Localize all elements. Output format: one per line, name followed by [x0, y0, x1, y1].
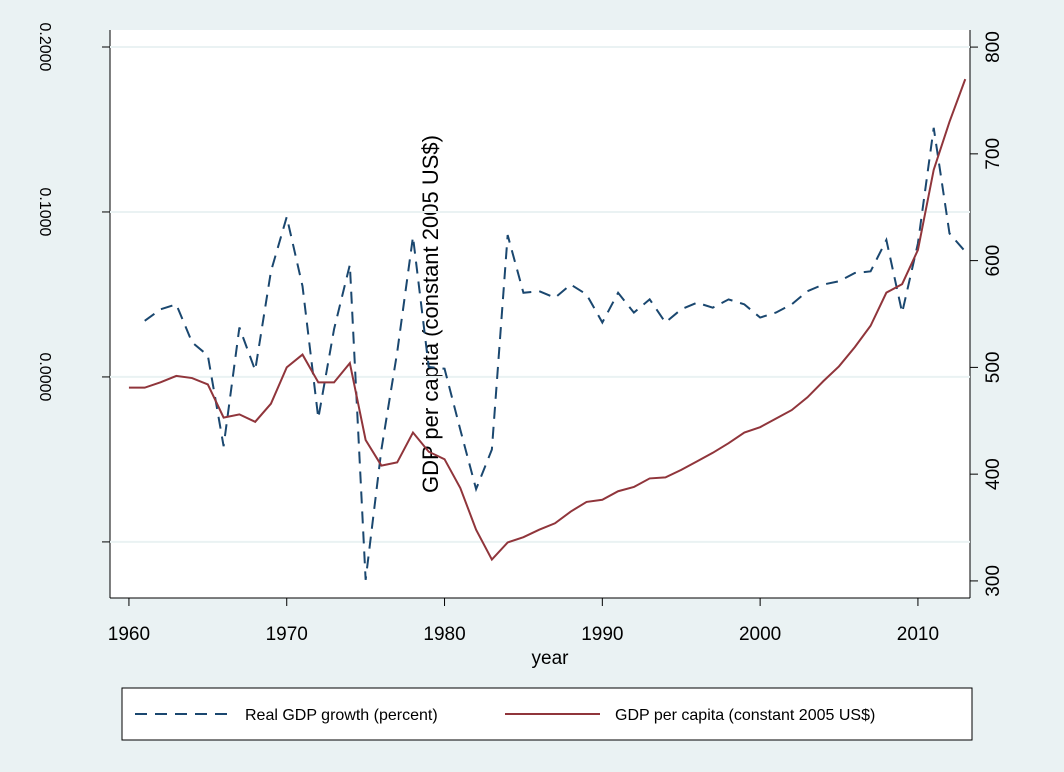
y2-tick-label: 500: [983, 352, 1004, 384]
y2-tick-label: 700: [983, 138, 1004, 170]
plot-area: [110, 30, 970, 598]
legend-label: Real GDP growth (percent): [245, 707, 438, 724]
y-tick-label: 0.1000: [36, 187, 53, 236]
x-tick-label: 1990: [581, 624, 623, 645]
x-axis-title: year: [532, 648, 570, 669]
x-tick-label: 2010: [897, 624, 939, 645]
x-tick-label: 1970: [266, 624, 308, 645]
y-tick-label: 0.2000: [36, 23, 53, 72]
x-tick-label: 1960: [108, 624, 150, 645]
y2-tick-label: 600: [983, 245, 1004, 277]
x-tick-label: 1980: [423, 624, 465, 645]
legend-label: GDP per capita (constant 2005 US$): [615, 707, 875, 724]
y2-tick-label: 300: [983, 565, 1004, 597]
series-line: [144, 127, 967, 580]
y2-tick-label: 400: [983, 458, 1004, 490]
y2-tick-label: 800: [983, 31, 1004, 63]
y-axis-title: GDP per capita (constant 2005 US$): [418, 135, 443, 493]
series-line: [128, 78, 967, 562]
y-tick-label: 0.0000: [36, 352, 53, 401]
x-tick-label: 2000: [739, 624, 781, 645]
